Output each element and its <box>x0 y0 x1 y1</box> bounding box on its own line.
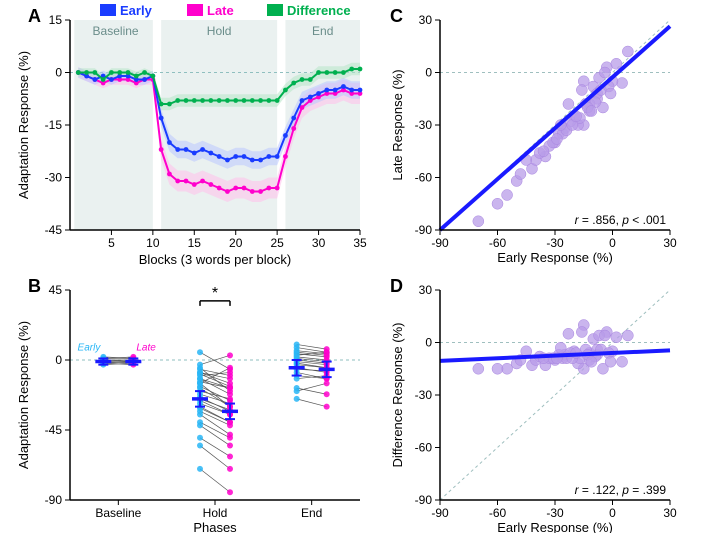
svg-text:30: 30 <box>663 506 677 520</box>
svg-text:A: A <box>28 6 41 26</box>
svg-text:Hold: Hold <box>207 24 232 38</box>
figure-svg: Baseline Hold End 5 10 15 20 25 30 35 -45 -30 -15 0 15… <box>0 0 702 533</box>
svg-text:Adaptation Response (%): Adaptation Response (%) <box>16 51 31 199</box>
svg-text:20: 20 <box>229 236 243 250</box>
svg-text:15: 15 <box>49 13 63 27</box>
svg-text:-30: -30 <box>546 506 564 520</box>
svg-text:15: 15 <box>188 236 202 250</box>
svg-text:-45: -45 <box>45 423 63 437</box>
svg-text:0: 0 <box>609 506 616 520</box>
svg-text:C: C <box>390 6 403 26</box>
svg-text:0: 0 <box>425 66 432 80</box>
svg-text:-30: -30 <box>415 118 433 132</box>
svg-text:Early: Early <box>78 343 102 354</box>
svg-text:Blocks (3 words per block): Blocks (3 words per block) <box>139 252 291 267</box>
svg-text:30: 30 <box>312 236 326 250</box>
svg-text:Adaptation Response (%): Adaptation Response (%) <box>16 321 31 469</box>
svg-text:10: 10 <box>146 236 160 250</box>
svg-text:-90: -90 <box>415 223 433 237</box>
svg-text:-90: -90 <box>431 236 449 250</box>
figure-root: Baseline Hold End 5 10 15 20 25 30 35 -45 -30 -15 0 15… <box>0 0 702 533</box>
svg-text:30: 30 <box>663 236 677 250</box>
svg-text:D: D <box>390 276 403 296</box>
svg-text:45: 45 <box>49 283 63 297</box>
svg-text:Baseline: Baseline <box>93 24 139 38</box>
svg-text:-30: -30 <box>415 388 433 402</box>
svg-text:*: * <box>212 285 218 302</box>
svg-text:Late: Late <box>207 3 234 18</box>
svg-text:30: 30 <box>419 13 433 27</box>
svg-text:-30: -30 <box>45 171 63 185</box>
svg-text:Early: Early <box>120 3 153 18</box>
svg-text:-15: -15 <box>45 118 63 132</box>
svg-text:B: B <box>28 276 41 296</box>
svg-text:End: End <box>312 24 333 38</box>
svg-text:35: 35 <box>353 236 367 250</box>
svg-text:-90: -90 <box>431 506 449 520</box>
svg-text:Difference: Difference <box>287 3 351 18</box>
svg-text:-60: -60 <box>489 506 507 520</box>
svg-text:Late: Late <box>136 343 156 354</box>
svg-text:0: 0 <box>425 336 432 350</box>
svg-text:-30: -30 <box>546 236 564 250</box>
svg-text:25: 25 <box>270 236 284 250</box>
svg-text:0: 0 <box>55 66 62 80</box>
svg-text:0: 0 <box>609 236 616 250</box>
svg-text:-90: -90 <box>45 493 63 507</box>
svg-text:30: 30 <box>419 283 433 297</box>
svg-text:Late Response (%): Late Response (%) <box>390 69 405 180</box>
svg-text:Hold: Hold <box>203 506 228 520</box>
svg-text:r = .122, p = .399: r = .122, p = .399 <box>575 483 667 497</box>
svg-text:Early Response (%): Early Response (%) <box>497 250 613 265</box>
svg-text:-90: -90 <box>415 493 433 507</box>
svg-text:-60: -60 <box>415 441 433 455</box>
svg-text:Early Response (%): Early Response (%) <box>497 520 613 533</box>
svg-text:5: 5 <box>108 236 115 250</box>
svg-text:-60: -60 <box>489 236 507 250</box>
svg-text:Baseline: Baseline <box>95 506 141 520</box>
svg-text:-45: -45 <box>45 223 63 237</box>
svg-text:r = .856, p < .001: r = .856, p < .001 <box>575 213 667 227</box>
svg-text:-60: -60 <box>415 171 433 185</box>
svg-text:Phases: Phases <box>193 520 237 533</box>
svg-text:End: End <box>301 506 322 520</box>
svg-text:Difference Response (%): Difference Response (%) <box>390 323 405 468</box>
svg-text:0: 0 <box>55 353 62 367</box>
